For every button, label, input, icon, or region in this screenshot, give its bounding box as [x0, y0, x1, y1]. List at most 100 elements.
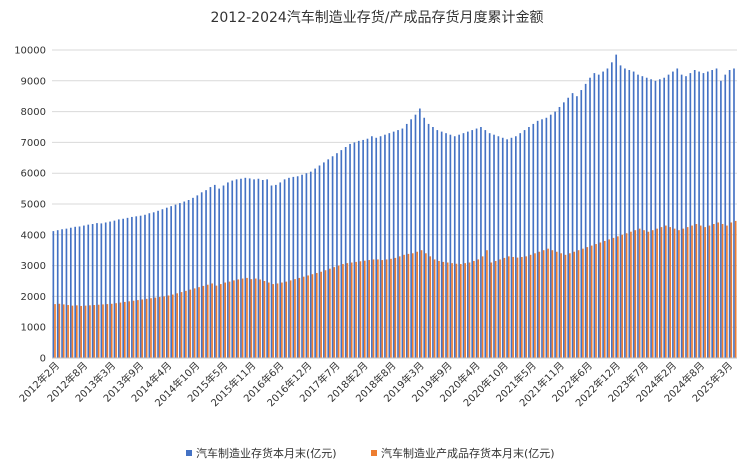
bar-finished-goods: [564, 254, 567, 358]
bar-inventory: [563, 102, 565, 358]
bar-finished-goods: [420, 250, 423, 358]
bar-finished-goods: [512, 256, 514, 358]
y-tick-label: 1000: [21, 323, 46, 334]
bar-finished-goods: [311, 274, 314, 358]
bar-inventory: [445, 133, 447, 358]
bar-finished-goods: [390, 258, 392, 358]
bar-inventory: [488, 133, 491, 358]
bar-finished-goods: [612, 237, 615, 358]
bar-finished-goods: [416, 251, 418, 358]
bar-inventory: [205, 190, 207, 358]
bar-finished-goods: [89, 305, 91, 358]
bar-inventory: [715, 68, 718, 358]
bar-finished-goods: [198, 287, 200, 358]
bar-finished-goods: [233, 280, 235, 358]
bar-inventory: [344, 147, 347, 358]
bar-finished-goods: [638, 228, 641, 358]
bar-inventory: [515, 136, 517, 358]
bar-finished-goods: [643, 230, 645, 358]
bar-inventory: [227, 182, 229, 358]
bar-inventory: [528, 127, 530, 358]
bar-inventory: [676, 68, 679, 358]
bar-finished-goods: [167, 295, 170, 358]
bar-inventory: [379, 136, 382, 358]
bar-finished-goods: [202, 285, 205, 358]
bar-inventory: [279, 182, 282, 358]
bar-inventory: [493, 134, 495, 358]
bar-inventory: [610, 62, 613, 358]
bar-inventory: [410, 119, 412, 358]
bar-inventory: [109, 221, 111, 358]
bar-finished-goods: [734, 220, 737, 358]
bar-inventory: [475, 128, 478, 358]
bar-inventory: [126, 217, 129, 358]
bar-finished-goods: [398, 256, 401, 358]
y-tick-label: 4000: [21, 230, 46, 241]
bar-finished-goods: [106, 304, 109, 358]
bar-inventory: [357, 140, 360, 358]
bar-finished-goods: [521, 256, 523, 358]
bar-finished-goods: [58, 303, 61, 358]
bar-finished-goods: [137, 300, 139, 358]
y-tick-label: 7000: [21, 138, 46, 149]
bar-inventory: [91, 224, 94, 358]
bar-inventory: [292, 176, 295, 358]
bar-inventory: [196, 195, 199, 358]
bar-inventory: [301, 174, 303, 358]
y-axis: 0 1000 2000 3000 4000 5000 6000 7000 8000 9000 100…: [14, 46, 46, 365]
bar-inventory: [392, 131, 395, 358]
bar-finished-goods: [372, 259, 375, 358]
bar-inventory: [663, 77, 666, 358]
bar-inventory: [349, 143, 351, 358]
bar-inventory: [615, 54, 618, 359]
bar-finished-goods: [673, 228, 676, 358]
bar-finished-goods: [713, 224, 715, 358]
bar-inventory: [724, 74, 727, 358]
bar-inventory: [397, 130, 399, 358]
bar-inventory: [549, 114, 552, 359]
bar-inventory: [532, 123, 535, 358]
bar-finished-goods: [206, 284, 209, 358]
bar-finished-goods: [185, 290, 187, 358]
bar-finished-goods: [708, 225, 711, 358]
legend-label-series-2: 汽车制造业产成品存货本月末(亿元): [381, 446, 555, 460]
bar-finished-goods: [263, 281, 266, 358]
bar-finished-goods: [473, 260, 475, 358]
bar-finished-goods: [97, 304, 100, 358]
bar-finished-goods: [211, 283, 213, 358]
bar-inventory: [353, 142, 356, 358]
bar-inventory: [100, 223, 103, 358]
bar-inventory: [266, 179, 268, 358]
bar-inventory: [672, 71, 674, 358]
bar-finished-goods: [302, 276, 305, 358]
bar-inventory: [711, 70, 714, 359]
bar-finished-goods: [560, 253, 562, 358]
bar-finished-goods: [123, 301, 126, 358]
legend-swatch-series-1: [186, 450, 192, 456]
bar-finished-goods: [726, 225, 728, 358]
y-tick-label: 5000: [21, 200, 46, 211]
bar-finished-goods: [590, 245, 593, 358]
bar-inventory: [56, 230, 59, 358]
bar-finished-goods: [599, 242, 602, 358]
bar-inventory: [261, 179, 264, 358]
bar-inventory: [641, 76, 644, 359]
bar-finished-goods: [276, 283, 279, 358]
bar-inventory: [244, 177, 247, 358]
bar-inventory: [314, 168, 316, 358]
bar-finished-goods: [119, 302, 122, 358]
bar-finished-goods: [647, 231, 650, 358]
bar-inventory: [720, 80, 722, 359]
bar-finished-goods: [507, 256, 510, 358]
bar-finished-goods: [617, 236, 619, 358]
bar-finished-goods: [54, 304, 56, 358]
bar-inventory: [558, 106, 561, 358]
bar-inventory: [637, 74, 639, 358]
bar-inventory: [685, 76, 687, 359]
bar-inventory: [554, 111, 556, 358]
bar-finished-goods: [608, 239, 610, 358]
bar-inventory: [654, 80, 657, 359]
bar-area: [52, 54, 737, 359]
y-tick-label: 0: [40, 354, 46, 365]
bar-inventory: [650, 79, 652, 358]
